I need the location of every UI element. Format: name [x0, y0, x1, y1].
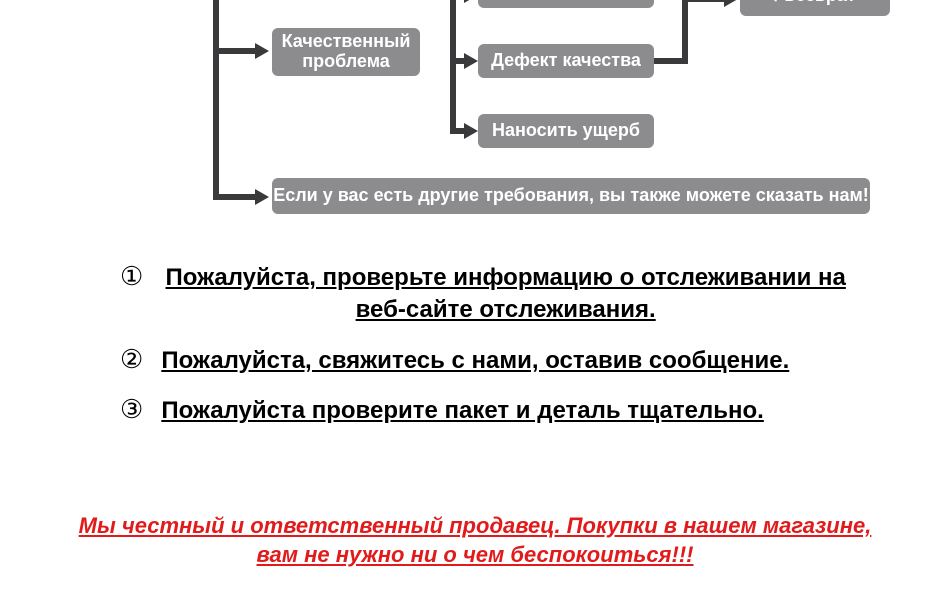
flowchart: Качественный проблема Если у вас есть др… [0, 0, 950, 260]
instruction-1-text: Пожалуйста, проверьте информацию о отсле… [161, 262, 850, 327]
node-return-partial: / возврат [740, 0, 890, 16]
node-quality-defect: Дефект качества [478, 44, 654, 78]
node-quality-issue: Качественный проблема [272, 28, 420, 76]
instructions-list: ① Пожалуйста, проверьте информацию о отс… [120, 262, 850, 446]
branch-quality [219, 48, 255, 54]
arrow-defect [464, 53, 478, 69]
instruction-3-text: Пожалуйста проверите пакет и деталь тщат… [161, 395, 850, 427]
instruction-1: ① Пожалуйста, проверьте информацию о отс… [120, 262, 850, 327]
branch-damage [456, 128, 464, 134]
branch-other [219, 194, 255, 200]
instruction-3-num: ③ [120, 395, 143, 424]
arrow-damage [464, 123, 478, 139]
arrow-other [255, 189, 269, 205]
trunk-vertical-center [450, 0, 456, 134]
node-defect-text: Дефект качества [491, 51, 641, 71]
node-other: Если у вас есть другие требования, вы та… [272, 178, 870, 214]
arrow-return [724, 0, 738, 7]
node-other-text: Если у вас есть другие требования, вы та… [273, 186, 869, 206]
branch-return [688, 0, 724, 2]
instruction-2-text: Пожалуйста, свяжитесь с нами, оставив со… [161, 345, 850, 377]
trunk-vertical-left [213, 0, 219, 200]
node-quality-top: Качественный [282, 32, 411, 52]
node-damage-text: Наносить ущерб [492, 121, 640, 141]
instruction-2: ② Пожалуйста, свяжитесь с нами, оставив … [120, 345, 850, 377]
arrow-color-diff [464, 0, 478, 3]
node-quality-bot: проблема [302, 52, 390, 72]
instruction-2-num: ② [120, 345, 143, 374]
footer-text: Мы честный и ответственный продавец. Пок… [65, 511, 885, 570]
branch-defect [456, 58, 464, 64]
defect-to-right [654, 58, 688, 64]
node-return-text: / возврат [774, 0, 855, 6]
node-damage: Наносить ущерб [478, 114, 654, 148]
footer: Мы честный и ответственный продавец. Пок… [0, 511, 950, 570]
arrow-quality [255, 43, 269, 59]
trunk-vertical-right [682, 0, 688, 64]
instruction-1-num: ① [120, 262, 143, 291]
node-color-diff-partial [478, 0, 654, 8]
instruction-3: ③ Пожалуйста проверите пакет и деталь тщ… [120, 395, 850, 427]
